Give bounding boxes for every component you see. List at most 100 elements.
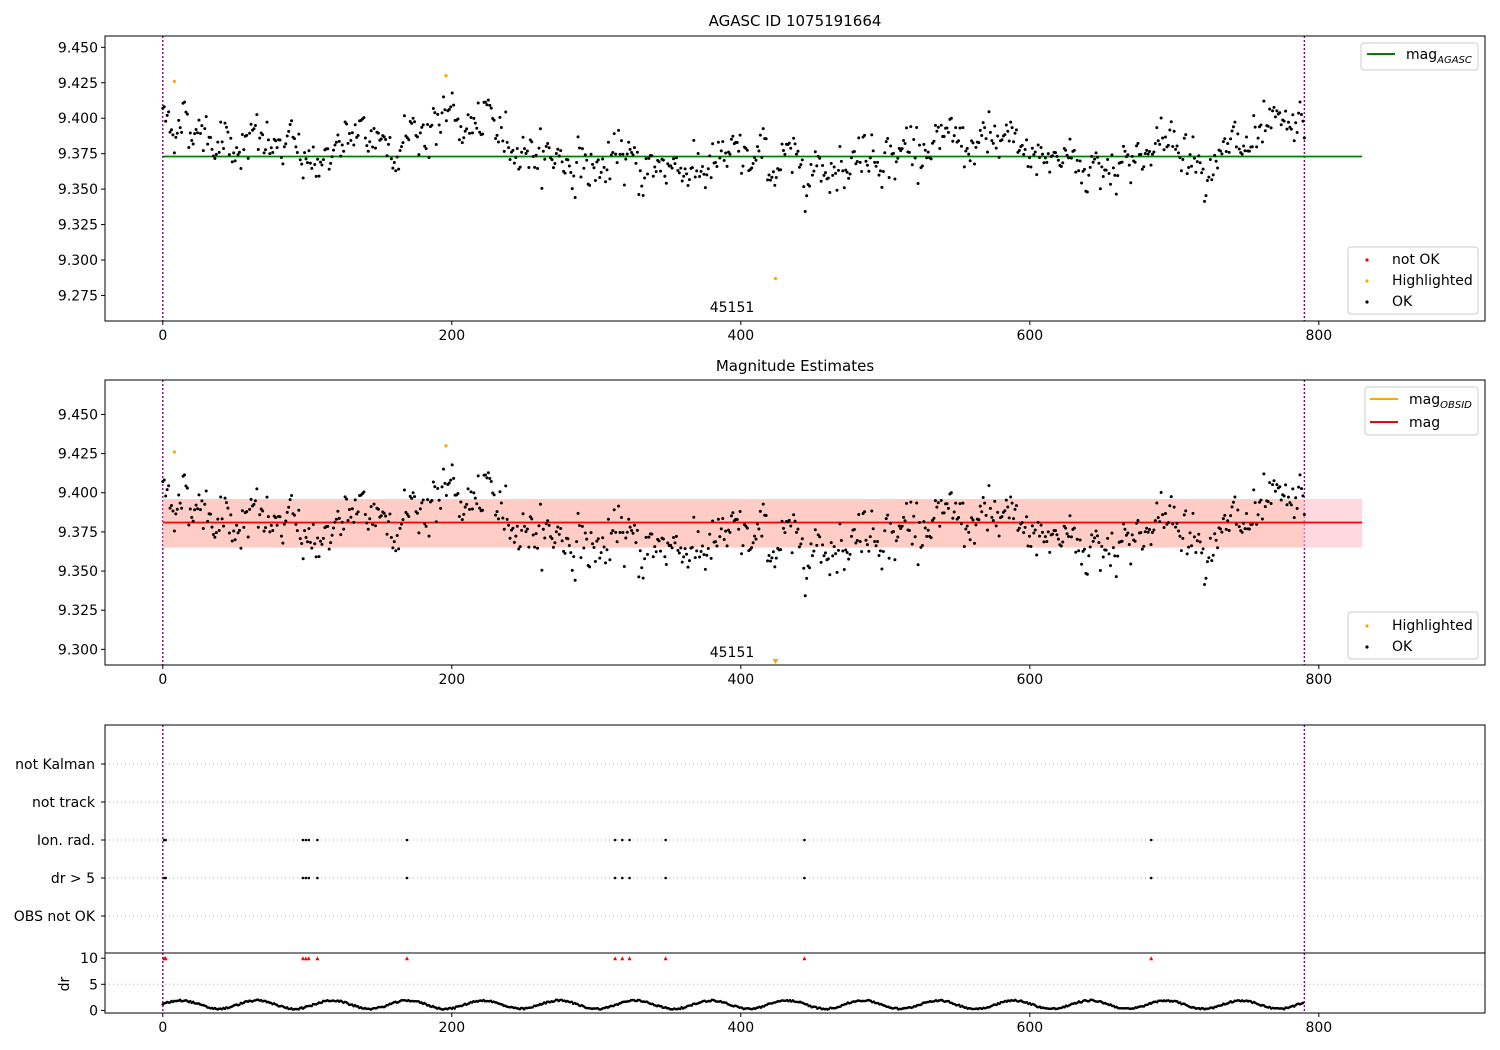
ok-point — [332, 526, 336, 530]
ok-point — [904, 126, 908, 130]
ok-point — [514, 156, 518, 160]
ok-point — [933, 499, 937, 503]
flag-point — [307, 876, 311, 880]
ok-point — [316, 536, 320, 540]
ok-point — [727, 528, 731, 532]
ok-point — [185, 486, 189, 490]
ok-point — [1220, 530, 1224, 534]
ok-point — [544, 144, 548, 148]
ok-point — [499, 126, 503, 130]
ok-point — [637, 192, 641, 196]
ok-point — [632, 523, 636, 527]
ok-point — [755, 522, 759, 526]
ok-point — [609, 531, 613, 535]
ok-point — [987, 110, 991, 114]
ok-point — [1284, 483, 1288, 487]
ok-point — [237, 528, 241, 532]
ok-point — [332, 148, 336, 152]
ok-point — [473, 121, 477, 125]
ok-point — [596, 158, 600, 162]
ok-point — [582, 546, 586, 550]
ok-point — [1146, 152, 1150, 156]
ok-point — [572, 174, 576, 178]
ok-point — [385, 532, 389, 536]
ok-point — [457, 138, 461, 142]
ok-point — [871, 149, 875, 153]
ok-point — [1054, 151, 1058, 155]
ok-point — [873, 160, 877, 164]
ok-point — [469, 490, 473, 494]
ok-point — [530, 517, 534, 521]
ok-point — [498, 490, 502, 494]
ok-point — [913, 535, 917, 539]
ok-point — [211, 533, 215, 537]
ok-point — [666, 541, 670, 545]
ok-point — [1091, 539, 1095, 543]
ok-point — [745, 526, 749, 530]
ok-point — [686, 565, 690, 569]
ok-point — [567, 543, 571, 547]
ok-point — [463, 129, 467, 133]
ok-point — [193, 132, 197, 136]
ok-point — [521, 135, 525, 139]
ok-point — [974, 145, 978, 149]
ok-point — [832, 545, 836, 549]
ok-point — [997, 155, 1001, 159]
flag-point — [628, 876, 631, 880]
ok-point — [751, 541, 755, 545]
ok-point — [285, 510, 289, 514]
ok-point — [371, 145, 375, 149]
ok-point — [728, 152, 732, 156]
ok-point — [1171, 522, 1175, 526]
ok-point — [459, 125, 463, 129]
ok-point — [845, 170, 849, 174]
ok-point — [773, 565, 777, 569]
ok-point — [444, 494, 448, 498]
agasc-legend-label: mag — [1406, 47, 1437, 63]
ok-point — [1187, 165, 1191, 169]
ok-point — [1291, 113, 1295, 117]
ok-point — [190, 139, 194, 143]
ok-point — [899, 526, 903, 530]
ok-point — [844, 548, 848, 552]
ok-point — [392, 161, 396, 165]
ok-point — [1110, 531, 1114, 535]
ok-point — [685, 552, 689, 556]
ok-point — [737, 149, 741, 153]
ok-point — [1224, 149, 1228, 153]
ok-point — [698, 174, 702, 178]
ok-point — [1237, 147, 1241, 151]
ok-point — [621, 152, 625, 156]
ok-point — [1025, 515, 1029, 519]
ok-point — [235, 523, 239, 527]
ok-point — [187, 145, 191, 149]
ok-point — [274, 516, 278, 520]
ok-point — [981, 121, 985, 125]
ok-point — [829, 161, 833, 165]
ok-point — [379, 137, 383, 141]
ok-point — [1297, 111, 1301, 115]
ok-point — [699, 169, 703, 173]
ok-point — [821, 163, 825, 167]
ok-point — [531, 533, 535, 537]
ok-point — [867, 169, 871, 173]
y-tick-label: 5 — [89, 977, 98, 993]
ok-point — [653, 545, 657, 549]
ok-point — [384, 514, 388, 518]
ok-point — [183, 100, 187, 104]
ok-point — [551, 166, 555, 170]
ok-point — [233, 159, 237, 163]
ok-point — [285, 134, 289, 138]
ok-point — [547, 146, 551, 150]
ok-point — [355, 512, 359, 516]
ok-point — [1140, 167, 1144, 171]
ok-point — [986, 150, 990, 154]
x-tick-label: 200 — [438, 328, 465, 344]
ok-point — [686, 184, 690, 188]
ok-point — [653, 165, 657, 169]
ok-point — [452, 103, 456, 107]
ok-point — [258, 136, 262, 140]
ok-point — [1107, 172, 1111, 176]
ok-point — [1179, 549, 1183, 553]
flag-point — [613, 838, 617, 842]
